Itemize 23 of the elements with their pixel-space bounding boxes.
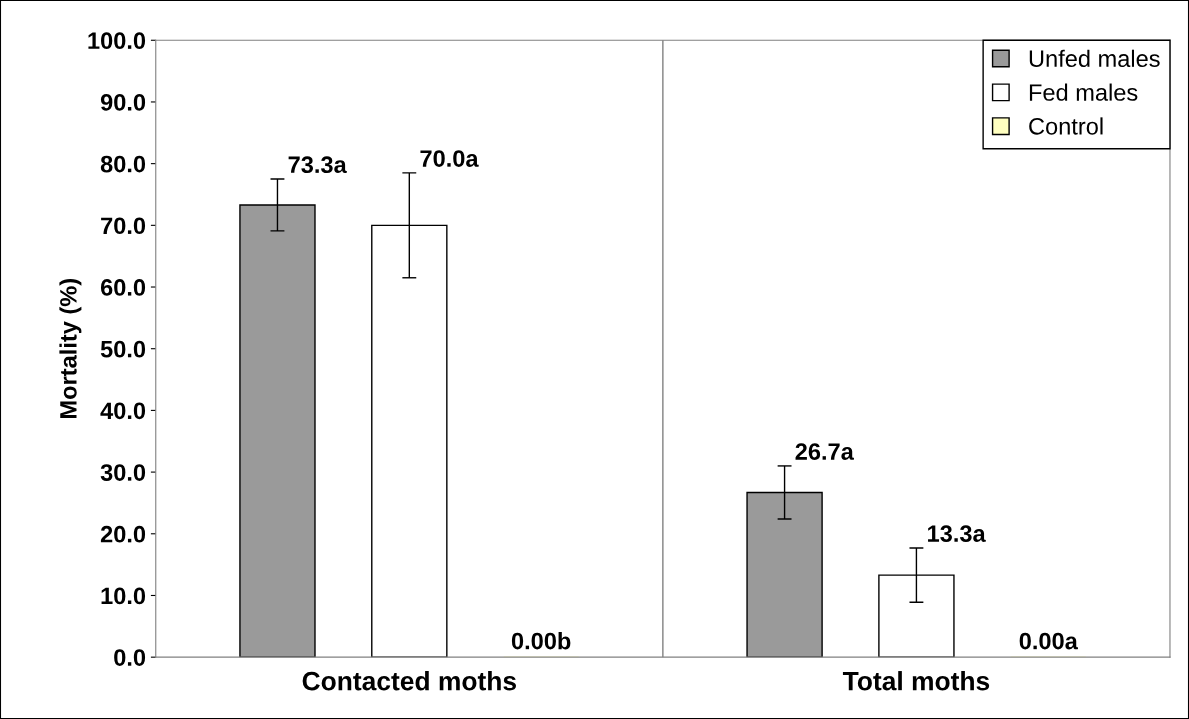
x-tick-label: Total moths (842, 671, 990, 691)
y-axis-title: Mortality (%) (59, 279, 82, 418)
y-tick-label: 30.0 (100, 464, 146, 481)
data-label: 26.7a (795, 443, 854, 460)
data-label: 70.0a (420, 150, 479, 167)
legend-label: Fed males (1029, 83, 1138, 101)
y-tick-label: 40.0 (100, 402, 146, 420)
data-label: 13.3a (928, 525, 986, 543)
y-tick-label: 20.0 (100, 525, 146, 543)
data-label: 0.00a (1019, 632, 1078, 650)
y-tick-label: 60.0 (100, 279, 146, 296)
y-tick-label: 100.0 (88, 32, 146, 50)
y-tick-label: 50.0 (100, 340, 146, 358)
y-tick-label: 80.0 (100, 155, 146, 173)
y-tick-label: 70.0 (101, 217, 146, 235)
legend-label: Control (1029, 117, 1103, 135)
data-label: 0.00b (511, 632, 571, 650)
y-tick-label: 0.0 (114, 649, 146, 666)
legend-label: Unfed males (1029, 49, 1160, 68)
y-tick-label: 90.0 (100, 94, 146, 111)
x-tick-label: Contacted moths (302, 671, 516, 691)
data-label: 73.3a (288, 156, 347, 174)
y-tick-label: 10.0 (101, 587, 146, 605)
